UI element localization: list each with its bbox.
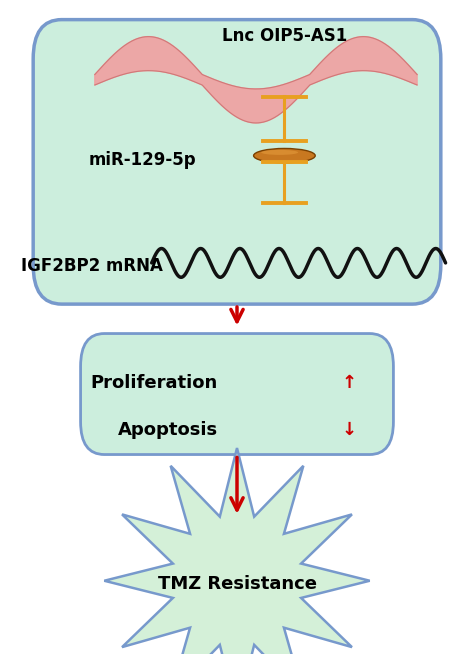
Text: ↑: ↑ xyxy=(341,373,356,392)
Text: Lnc OIP5-AS1: Lnc OIP5-AS1 xyxy=(222,27,347,45)
Text: Apoptosis: Apoptosis xyxy=(118,421,218,439)
FancyBboxPatch shape xyxy=(81,334,393,455)
Text: IGF2BP2 mRNA: IGF2BP2 mRNA xyxy=(21,257,164,275)
Text: ↓: ↓ xyxy=(341,421,356,439)
Polygon shape xyxy=(95,37,417,123)
Text: miR-129-5p: miR-129-5p xyxy=(88,151,196,169)
Ellipse shape xyxy=(254,148,315,163)
FancyBboxPatch shape xyxy=(33,20,441,304)
Text: TMZ Resistance: TMZ Resistance xyxy=(157,575,317,593)
Ellipse shape xyxy=(261,150,298,155)
Text: Proliferation: Proliferation xyxy=(91,373,218,392)
Polygon shape xyxy=(104,448,370,654)
